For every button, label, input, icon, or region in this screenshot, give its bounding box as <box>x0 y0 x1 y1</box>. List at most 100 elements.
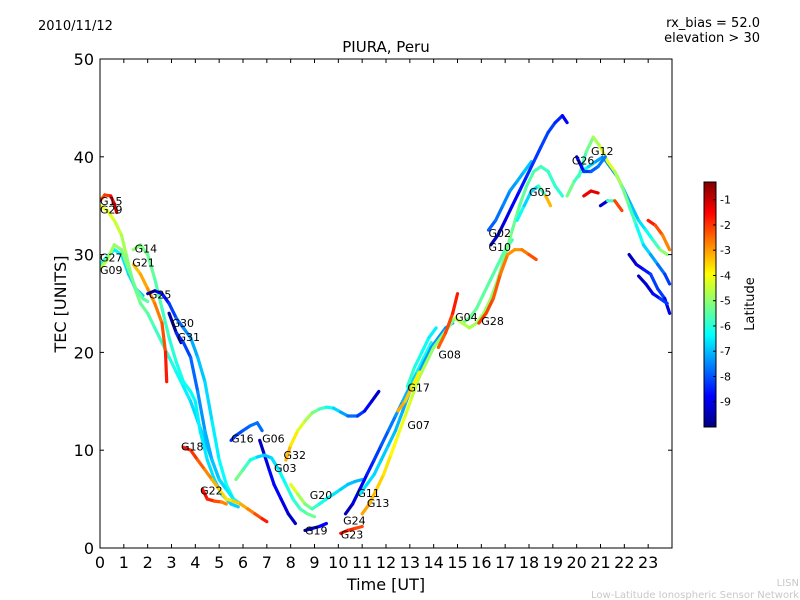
satellite-label: G17 <box>407 382 430 395</box>
series-segment <box>405 365 417 389</box>
x-tick-label: 21 <box>590 553 610 572</box>
satellite-label: G09 <box>100 264 123 277</box>
x-tick-label: 3 <box>166 553 176 572</box>
series-segment <box>501 189 512 208</box>
x-tick-label: 11 <box>352 553 372 572</box>
satellite-label: G13 <box>367 497 390 510</box>
series-segment <box>444 311 455 335</box>
series-g22 <box>200 487 228 506</box>
series-segment <box>517 184 529 208</box>
series-segment <box>181 385 193 403</box>
series-segment <box>475 311 486 325</box>
series-segment <box>389 433 400 457</box>
series-g02 <box>486 160 534 232</box>
series-g19 <box>303 521 328 533</box>
series-segment <box>636 274 648 286</box>
x-tick-label: 4 <box>190 553 200 572</box>
series-g31b <box>627 253 672 315</box>
series-segment <box>598 145 610 164</box>
x-tick-label: 19 <box>543 553 563 572</box>
series-g08b <box>646 218 672 252</box>
series-segment <box>210 419 221 462</box>
series-g13 <box>360 238 514 516</box>
x-tick-label: 8 <box>286 553 296 572</box>
colorbar-tick-label: -4 <box>720 269 731 282</box>
series-segment <box>241 458 252 472</box>
series-segment <box>224 487 236 501</box>
series-segment <box>386 429 398 447</box>
series-segment <box>644 228 655 242</box>
series-segment <box>636 218 648 232</box>
satellite-label: G06 <box>262 433 285 446</box>
x-tick-label: 23 <box>638 553 658 572</box>
x-tick-label: 16 <box>471 553 491 572</box>
series-segment <box>203 380 214 423</box>
series-segment <box>217 487 228 501</box>
series-segment <box>167 301 178 320</box>
series-segment <box>189 389 197 403</box>
series-segment <box>524 160 536 178</box>
series-segment <box>386 414 398 433</box>
series-segment <box>424 345 436 364</box>
series-segment <box>403 394 414 418</box>
series-segment <box>522 160 534 174</box>
series-g20 <box>289 477 364 511</box>
series-segment <box>379 429 390 447</box>
series-segment <box>289 482 300 496</box>
series-segment <box>234 468 245 482</box>
series-segment <box>262 453 271 472</box>
series-g07 <box>396 370 421 413</box>
x-tick-label: 14 <box>423 553 443 572</box>
series-segment <box>494 204 505 222</box>
series-segment <box>527 253 538 262</box>
series-segment <box>255 421 264 433</box>
colorbar-label: Latitude <box>743 277 758 331</box>
series-segment <box>475 292 486 310</box>
series-segment <box>522 189 534 208</box>
elevation-label: elevation > 30 <box>664 31 760 46</box>
series-segment <box>415 355 426 374</box>
series-segment <box>174 360 185 384</box>
x-axis-label: Time [UT] <box>346 575 425 594</box>
series-segment <box>286 512 297 526</box>
series-segment <box>134 287 145 301</box>
satellite-label: G20 <box>310 489 333 502</box>
series-segment <box>613 199 624 213</box>
series-segment <box>372 458 383 477</box>
series-segment <box>229 502 240 509</box>
series-segment <box>127 267 138 291</box>
series-segment <box>365 458 376 477</box>
satellite-label: G23 <box>341 528 364 541</box>
series-g04 <box>453 165 565 330</box>
series-segment <box>477 311 488 325</box>
x-tick-label: 20 <box>566 553 586 572</box>
satellite-label: G30 <box>172 317 195 330</box>
series-segment <box>138 301 150 315</box>
series-segment <box>189 448 200 462</box>
series-segment <box>163 350 169 384</box>
series-segment <box>634 223 646 247</box>
series-segment <box>436 331 448 350</box>
satellite-label: G15 <box>100 195 123 208</box>
series-segment <box>105 209 116 222</box>
series-segment <box>422 341 433 359</box>
x-tick-label: 2 <box>143 553 153 572</box>
satellite-label: G19 <box>305 524 328 537</box>
series-segment <box>482 277 493 296</box>
series-segment <box>656 287 667 301</box>
series-segment <box>606 160 617 174</box>
series-segment <box>584 135 595 154</box>
series-segment <box>546 169 557 188</box>
series-segment <box>620 184 631 208</box>
series-segment <box>517 174 529 193</box>
series-g23 <box>339 524 364 535</box>
series-segment <box>353 477 364 484</box>
series-g18 <box>181 445 269 524</box>
series-segment <box>217 458 228 486</box>
x-tick-label: 9 <box>309 553 319 572</box>
series-g30b <box>598 199 624 213</box>
satellite-label: G04 <box>455 311 478 324</box>
satellite-label: G27 <box>100 252 123 265</box>
series-segment <box>484 297 495 315</box>
